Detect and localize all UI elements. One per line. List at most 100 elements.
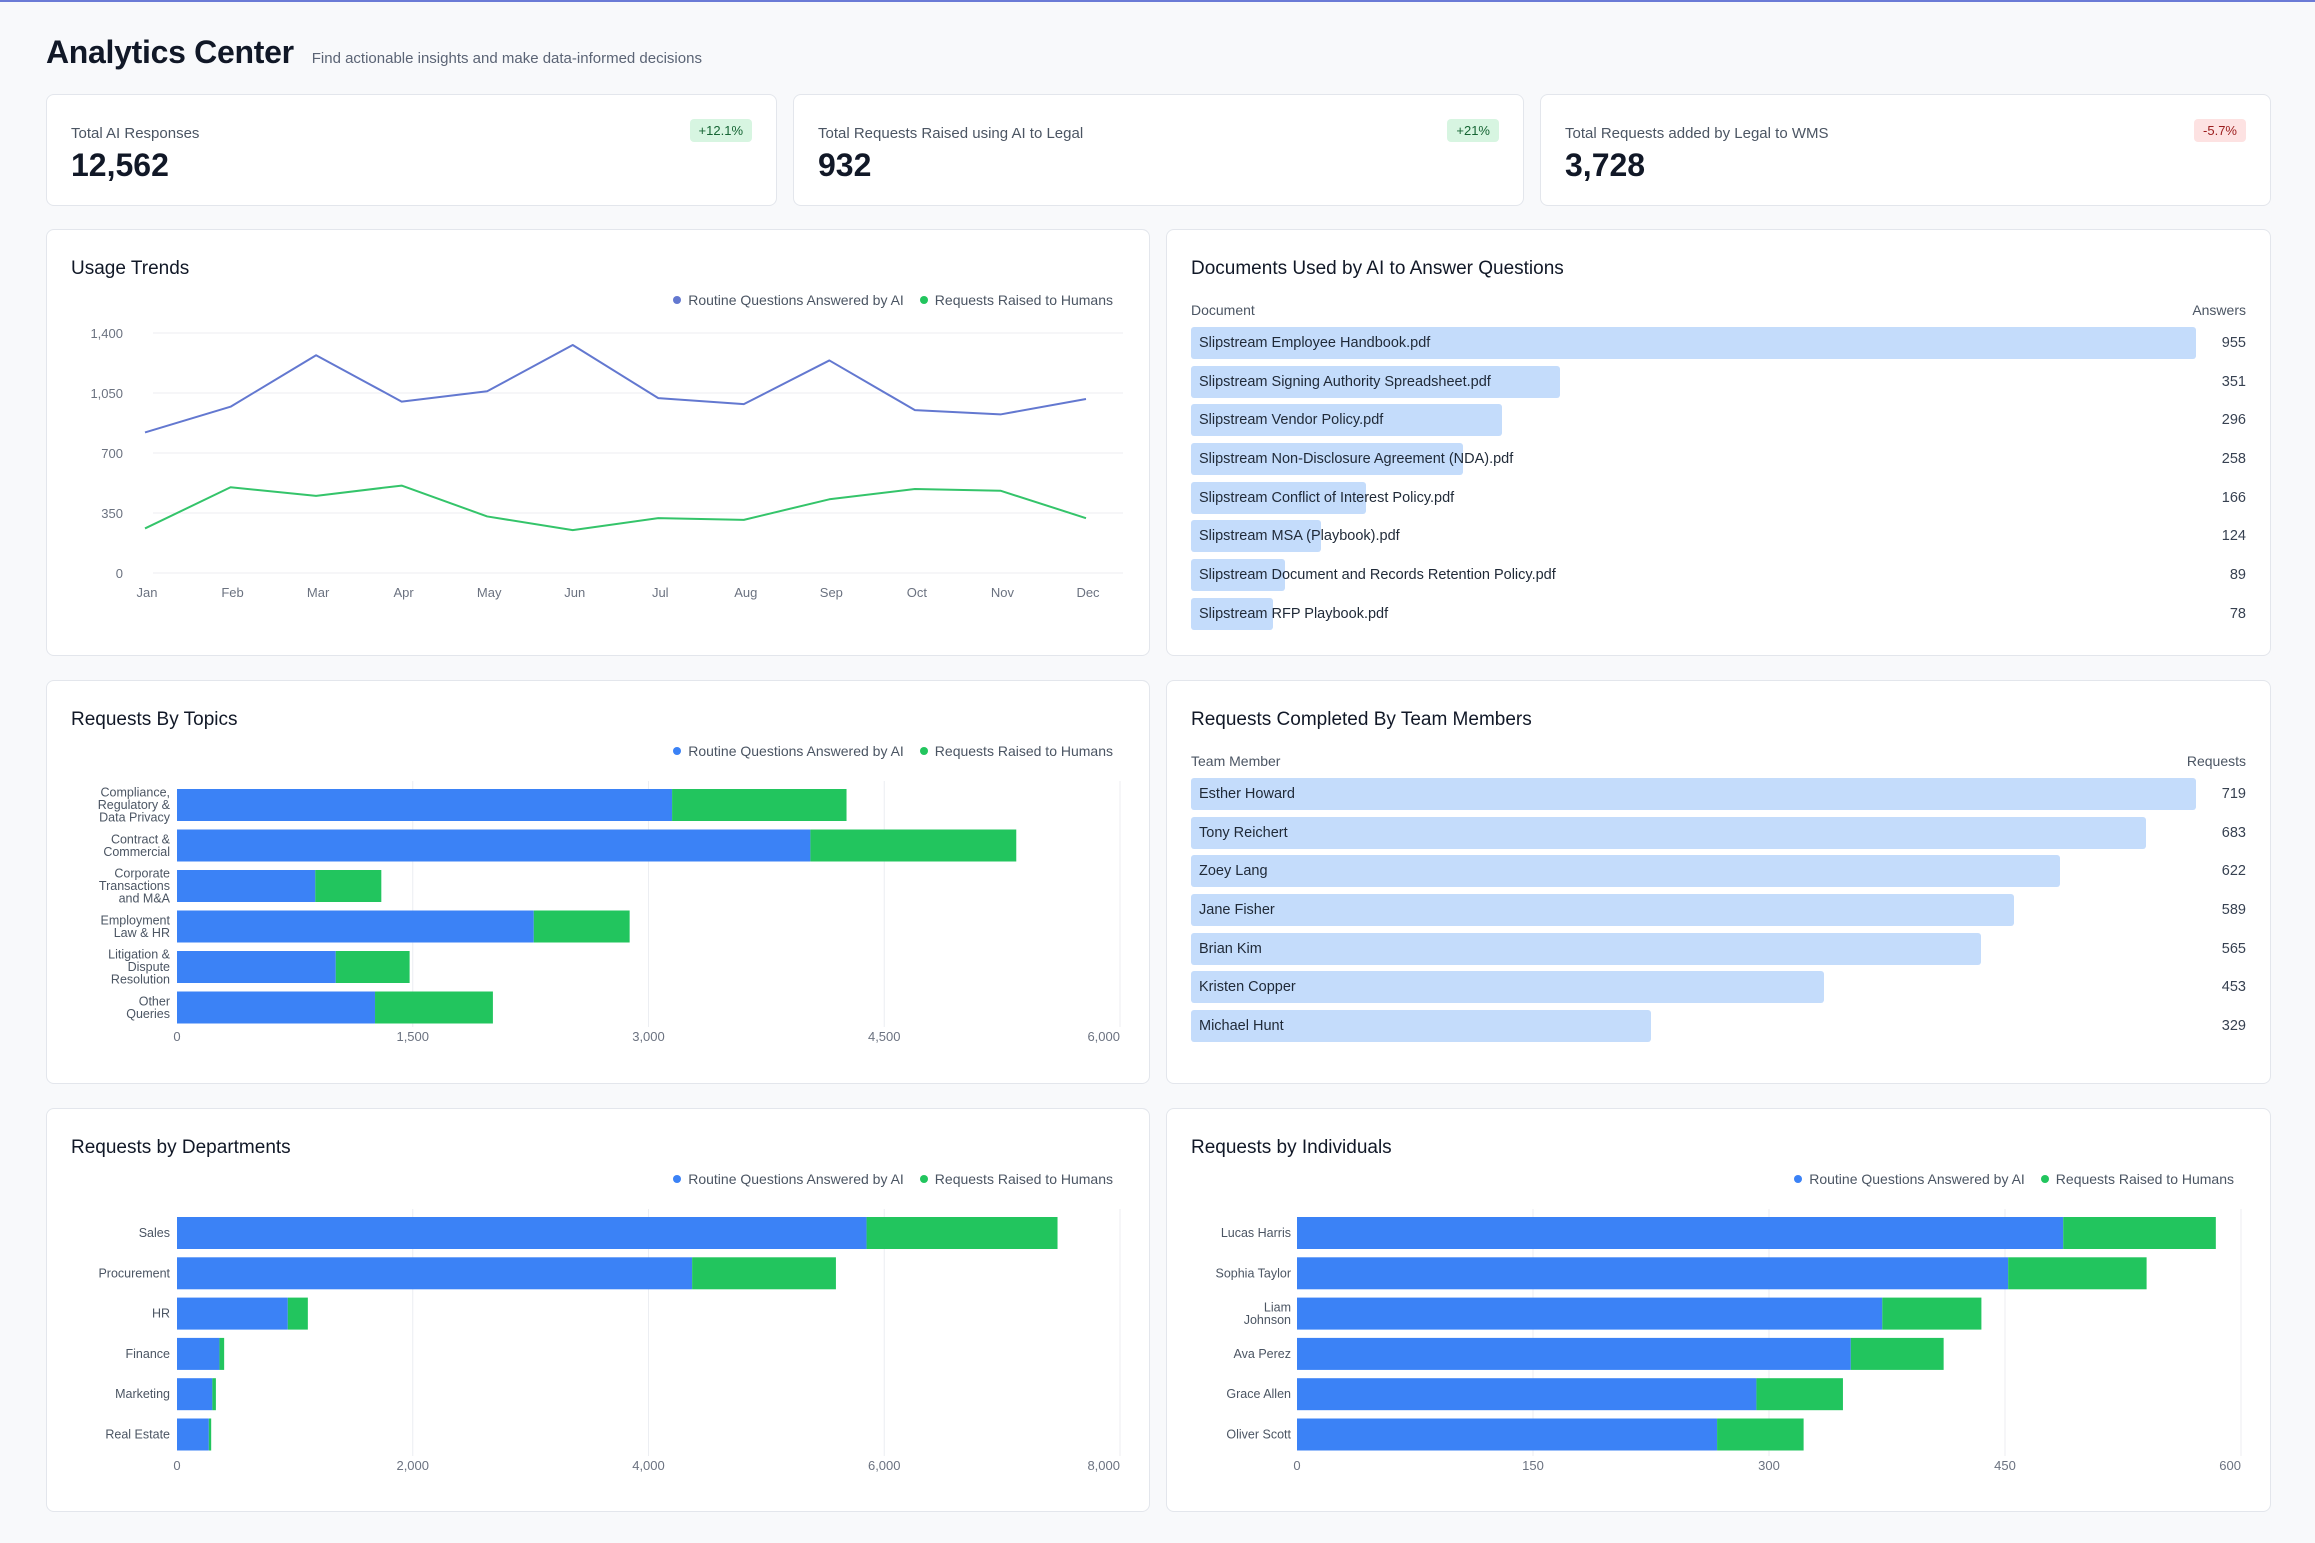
legend-item-ai[interactable]: Routine Questions Answered by AI <box>673 292 904 308</box>
category-label: Grace Allen <box>1226 1387 1291 1401</box>
x-tick-label: 450 <box>1994 1458 2016 1473</box>
category-label: HR <box>152 1307 170 1321</box>
category-label: Employment <box>101 913 171 927</box>
bar-segment <box>1297 1418 1718 1451</box>
x-tick-label: Oct <box>907 585 928 600</box>
list-item-label: Slipstream Non-Disclosure Agreement (NDA… <box>1199 451 1514 468</box>
bar-segment <box>1297 1297 1883 1330</box>
bar-segment <box>1297 1337 1851 1370</box>
list-item-value: 719 <box>2221 786 2246 802</box>
legend-item-ai[interactable]: Routine Questions Answered by AI <box>673 743 904 759</box>
x-tick-label: Feb <box>221 585 243 600</box>
bar-segment <box>1850 1337 1944 1370</box>
legend-dot-icon <box>919 296 928 304</box>
list-item-bar <box>1191 932 1981 965</box>
legend-label: Routine Questions Answered by AI <box>688 1171 904 1187</box>
category-label: Sophia Taylor <box>1215 1266 1291 1280</box>
list-item-label: Slipstream RFP Playbook.pdf <box>1199 605 1389 622</box>
column-header-answers: Answers <box>2192 302 2246 318</box>
legend-dot-icon <box>673 747 682 755</box>
x-tick-label: Mar <box>307 585 330 600</box>
list-item[interactable]: Slipstream Conflict of Interest Policy.p… <box>1191 481 2246 514</box>
category-label: Dispute <box>128 960 170 974</box>
card-title: Usage Trends <box>71 258 190 279</box>
list-item[interactable]: Slipstream Document and Records Retentio… <box>1191 559 2246 592</box>
legend-dot-icon <box>2040 1175 2049 1183</box>
change-badge: +12.1% <box>689 119 752 142</box>
legend-label: Routine Questions Answered by AI <box>688 743 904 759</box>
legend-label: Requests Raised to Humans <box>934 1171 1113 1187</box>
stat-value: 3,728 <box>1565 147 1646 183</box>
stat-label: Total Requests added by Legal to WMS <box>1565 125 1829 142</box>
list-item-value: 955 <box>2221 335 2246 351</box>
list-item-value: 166 <box>2221 489 2246 506</box>
list-item[interactable]: Tony Reichert 683 <box>1191 816 2246 849</box>
bar-segment <box>177 1378 213 1411</box>
x-tick-label: 0 <box>173 1458 180 1473</box>
bar-segment <box>177 910 534 943</box>
legend-item-humans[interactable]: Requests Raised to Humans <box>2040 1171 2234 1187</box>
usage-trends-chart[interactable]: 0 350 700 1,050 1,400 Jan Feb Mar Apr May Jun Jul Au… <box>47 230 1151 657</box>
x-tick-label: 0 <box>1293 1458 1300 1473</box>
legend-item-humans[interactable]: Requests Raised to Humans <box>919 1171 1113 1187</box>
x-tick-label: 6,000 <box>1087 1029 1120 1044</box>
x-tick-label: 4,000 <box>632 1458 665 1473</box>
card-title: Requests Completed By Team Members <box>1191 709 1532 730</box>
category-label: Litigation & <box>108 948 171 962</box>
list-item[interactable]: Brian Kim 565 <box>1191 932 2246 965</box>
category-label: Real Estate <box>105 1428 170 1442</box>
list-item[interactable]: Slipstream Non-Disclosure Agreement (NDA… <box>1191 443 2246 476</box>
list-header: Team Member Requests <box>1191 753 2246 769</box>
list-item[interactable]: Zoey Lang 622 <box>1191 855 2246 888</box>
departments-chart[interactable]: 0 2,000 4,000 6,000 8,000 Sales Procurement HR F… <box>47 1109 1151 1513</box>
page-header: Analytics Center Find actionable insight… <box>46 34 702 71</box>
bar-segment <box>375 991 493 1024</box>
bar-segment <box>177 1337 220 1370</box>
list-item[interactable]: Slipstream MSA (Playbook).pdf 124 <box>1191 520 2246 553</box>
list-item[interactable]: Slipstream RFP Playbook.pdf 78 <box>1191 597 2246 630</box>
category-label: Transactions <box>99 879 170 893</box>
legend-dot-icon <box>673 1175 682 1183</box>
list-item-bar <box>1191 559 1285 592</box>
card-title: Documents Used by AI to Answer Questions <box>1191 258 1564 279</box>
bar-segment <box>335 951 410 983</box>
individuals-chart[interactable]: 0 150 300 450 600 Lucas Harris Sophia Taylor Li… <box>1167 1109 2272 1513</box>
list-item-label: Jane Fisher <box>1199 902 1275 919</box>
bar-segment <box>177 789 673 821</box>
list-item-value: 124 <box>2221 528 2246 545</box>
list-item-value: 78 <box>2229 605 2246 622</box>
stat-card-ai-responses: Total AI Responses 12,562 +12.1% <box>46 94 777 206</box>
legend-item-humans[interactable]: Requests Raised to Humans <box>919 743 1113 759</box>
legend-item-ai[interactable]: Routine Questions Answered by AI <box>1794 1171 2025 1187</box>
documents-list: Slipstream Employee Handbook.pdf 955 Slips… <box>1191 327 2246 637</box>
list-item[interactable]: Slipstream Signing Authority Spreadsheet… <box>1191 365 2246 398</box>
list-item[interactable]: Esther Howard 719 <box>1191 778 2246 810</box>
list-item[interactable]: Slipstream Vendor Policy.pdf 296 <box>1191 404 2246 437</box>
list-item-bar <box>1191 404 1503 437</box>
bar-segment <box>177 1297 288 1330</box>
list-item[interactable]: Jane Fisher 589 <box>1191 894 2246 927</box>
legend-dot-icon <box>673 296 682 304</box>
category-label: Resolution <box>111 973 170 987</box>
list-item[interactable]: Slipstream Employee Handbook.pdf 955 <box>1191 327 2246 359</box>
list-item-label: Slipstream Signing Authority Spreadsheet… <box>1199 373 1491 390</box>
legend-label: Routine Questions Answered by AI <box>1809 1171 2025 1187</box>
series-line <box>144 344 1087 434</box>
x-tick-label: 150 <box>1522 1458 1544 1473</box>
list-item[interactable]: Michael Hunt 329 <box>1191 1010 2246 1043</box>
bar-segment <box>1717 1418 1804 1451</box>
category-label: Data Privacy <box>99 811 171 825</box>
category-label: Johnson <box>1244 1313 1291 1327</box>
list-item-value: 296 <box>2221 412 2246 429</box>
series-line <box>144 484 1087 532</box>
legend-item-ai[interactable]: Routine Questions Answered by AI <box>673 1171 904 1187</box>
category-label: Oliver Scott <box>1226 1428 1291 1442</box>
topics-chart[interactable]: 0 1,500 3,000 4,500 6,000 Compliance,Regulato… <box>47 681 1151 1085</box>
list-item-label: Slipstream Vendor Policy.pdf <box>1199 412 1384 429</box>
list-item[interactable]: Kristen Copper 453 <box>1191 971 2246 1004</box>
column-header-team-member: Team Member <box>1191 753 1281 769</box>
list-item-value: 565 <box>2221 940 2246 957</box>
bar-segment <box>219 1337 225 1370</box>
legend-item-humans[interactable]: Requests Raised to Humans <box>919 292 1113 308</box>
list-item-value: 258 <box>2221 451 2246 468</box>
